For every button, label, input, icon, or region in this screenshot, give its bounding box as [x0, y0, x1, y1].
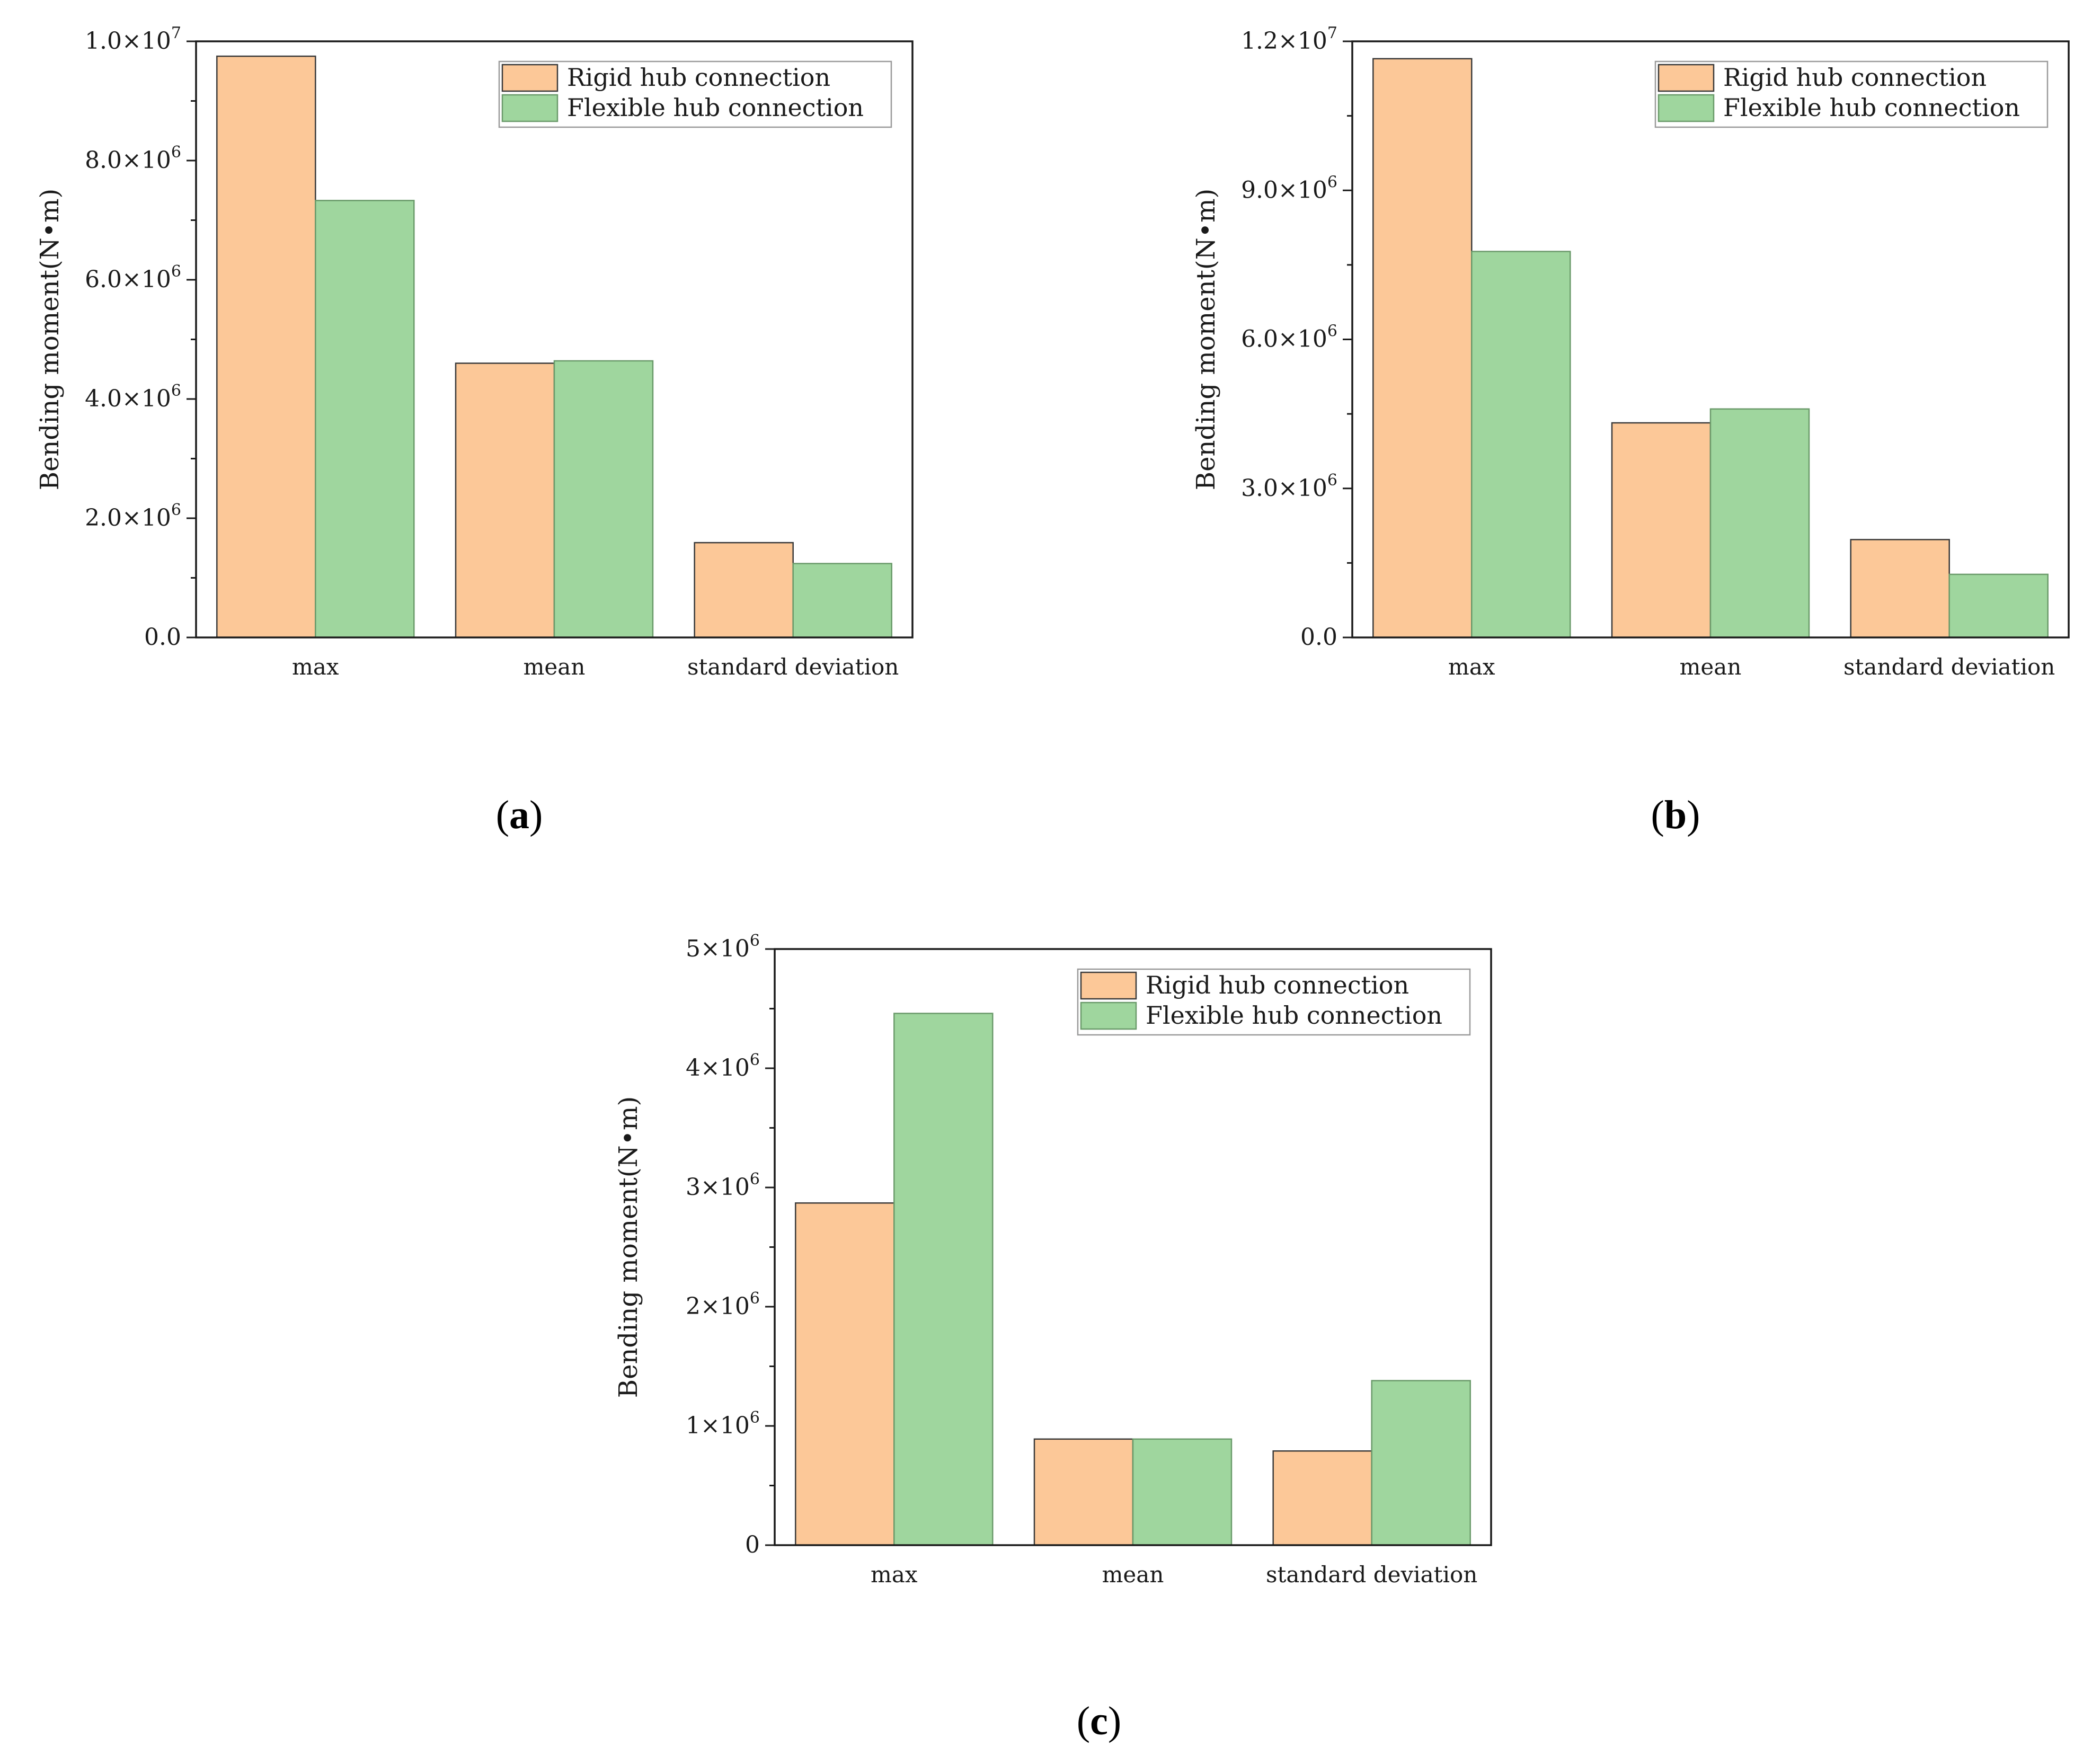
legend-label-flexible: Flexible hub connection — [567, 93, 864, 122]
legend-swatch-flexible — [1080, 1001, 1137, 1030]
bar-rigid-0 — [216, 55, 316, 639]
legend-box — [498, 60, 892, 128]
bar-rigid-2 — [1272, 1450, 1372, 1546]
panel-label-b: (b) — [1651, 793, 1700, 837]
bar-flexible-2 — [792, 563, 892, 639]
chart-b: 0.0 3.0×106 6.0×106 9.0×106 1.2×107 max mean st… — [1191, 24, 2070, 680]
panel-label-a: (a) — [495, 793, 543, 837]
legend-label-flexible: Flexible hub connection — [1723, 93, 2020, 122]
legend-swatch-flexible — [1657, 94, 1715, 122]
bar-flexible-2 — [1948, 573, 2049, 639]
bar-flexible-1 — [1132, 1438, 1233, 1546]
bar-rigid-1 — [1611, 422, 1712, 639]
ytick-label: 5×106 — [686, 932, 760, 962]
ytick-label: 2×106 — [686, 1289, 760, 1320]
legend-label-rigid: Rigid hub connection — [1723, 63, 1987, 92]
ytick-label: 3×106 — [686, 1170, 760, 1201]
y-axis-title: Bending moment(N•m) — [1191, 189, 1221, 490]
bar-rigid-1 — [455, 362, 555, 639]
y-axis-title: Bending moment(N•m) — [35, 189, 65, 490]
bar-rigid-0 — [1372, 58, 1473, 639]
ytick-label: 4×106 — [686, 1051, 760, 1082]
ytick-label: 4.0×106 — [85, 382, 181, 412]
xtick-label-2: standard deviation — [1266, 1562, 1477, 1588]
panel-label-c: (c) — [1076, 1699, 1122, 1743]
bar-flexible-0 — [315, 200, 415, 639]
ytick-label: 0 — [745, 1531, 760, 1558]
xtick-label-0: max — [871, 1562, 918, 1588]
ytick-label: 2.0×106 — [85, 501, 181, 531]
ytick-label: 6.0×106 — [1241, 322, 1337, 353]
ytick-label: 1×106 — [686, 1408, 760, 1439]
legend-swatch-rigid — [1657, 64, 1715, 92]
xtick-label-2: standard deviation — [1843, 654, 2055, 680]
chart-a: 0.0 2.0×106 4.0×106 6.0×106 8.0×106 1.0×107 ma… — [35, 24, 914, 680]
legend-label-rigid: Rigid hub connection — [567, 63, 830, 92]
legend-box — [1654, 60, 2049, 128]
bar-flexible-1 — [1709, 408, 1810, 639]
bar-flexible-0 — [893, 1013, 994, 1546]
legend-swatch-flexible — [501, 94, 559, 122]
ytick-label: 0.0 — [1300, 624, 1337, 651]
xtick-label-0: max — [1448, 654, 1495, 680]
bar-flexible-0 — [1471, 251, 1571, 639]
legend-label-rigid: Rigid hub connection — [1146, 971, 1409, 999]
bar-rigid-2 — [1850, 539, 1950, 639]
y-axis-title: Bending moment(N•m) — [614, 1096, 643, 1398]
xtick-label-1: mean — [524, 654, 586, 680]
bar-rigid-0 — [795, 1202, 895, 1546]
ytick-label: 1.0×107 — [85, 24, 181, 55]
ytick-label: 8.0×106 — [85, 143, 181, 174]
bar-rigid-1 — [1033, 1438, 1134, 1546]
ytick-label: 0.0 — [144, 624, 181, 651]
xtick-label-1: mean — [1102, 1562, 1164, 1588]
xtick-label-2: standard deviation — [687, 654, 899, 680]
ytick-label: 6.0×106 — [85, 262, 181, 293]
bar-rigid-2 — [694, 542, 794, 639]
legend-label-flexible: Flexible hub connection — [1146, 1001, 1442, 1030]
bar-flexible-1 — [553, 360, 654, 639]
xtick-label-1: mean — [1680, 654, 1742, 680]
chart-c: 0 1×106 2×106 3×106 4×106 5×106 max mean standar… — [614, 932, 1492, 1588]
ytick-label: 1.2×107 — [1241, 24, 1337, 55]
legend-swatch-rigid — [501, 64, 559, 92]
ytick-label: 9.0×106 — [1241, 173, 1337, 203]
bar-flexible-2 — [1371, 1380, 1471, 1546]
legend-box — [1077, 968, 1471, 1036]
xtick-label-0: max — [292, 654, 339, 680]
ytick-label: 3.0×106 — [1241, 471, 1337, 502]
legend-swatch-rigid — [1080, 971, 1137, 1000]
